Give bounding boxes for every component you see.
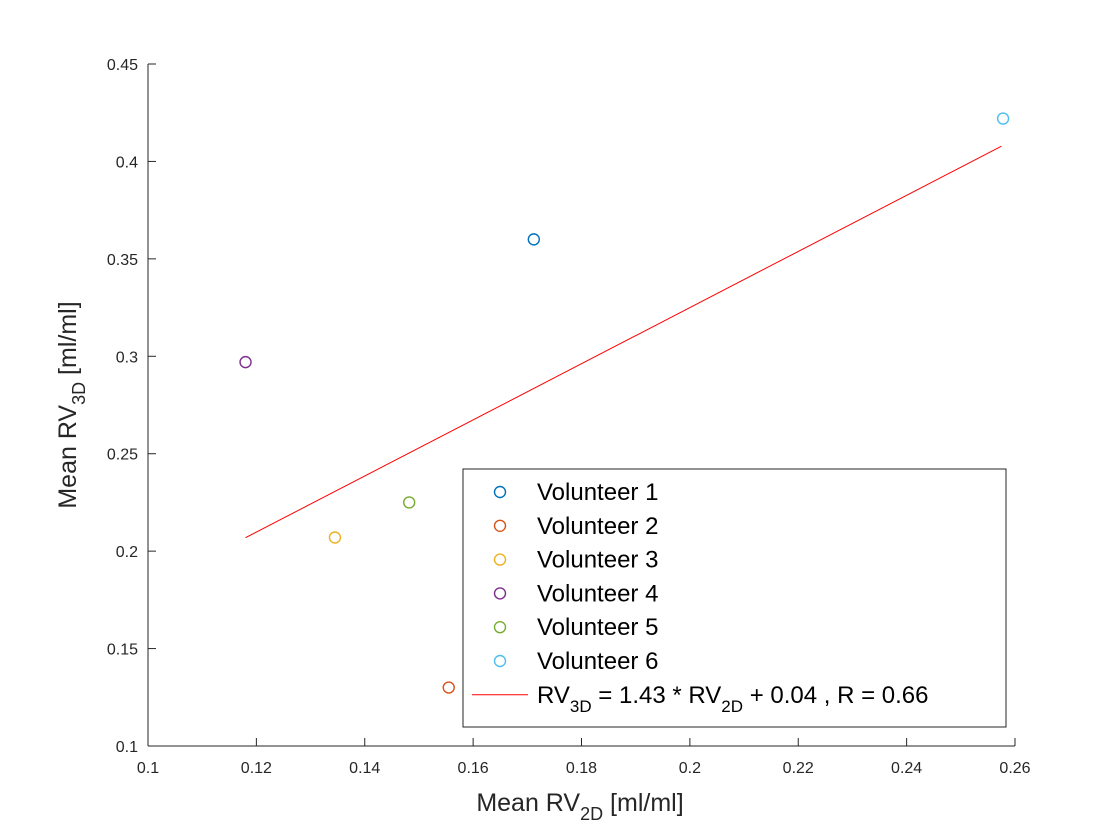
- legend-label: Volunteer 4: [537, 580, 658, 607]
- y-tick-label: 0.3: [116, 349, 138, 366]
- y-tick-label: 0.35: [107, 252, 138, 269]
- data-points: [239, 112, 1010, 694]
- x-tick-label: 0.22: [783, 760, 814, 777]
- y-tick-label: 0.25: [107, 447, 138, 464]
- x-ticks: 0.1 0.12 0.14 0.16 0.18 0.2 0.22 0.24 0.26: [137, 738, 1031, 777]
- legend-marker: [493, 485, 507, 499]
- legend-marker: [493, 519, 507, 532]
- legend-marker: [493, 654, 507, 668]
- y-axis-label: Mean RV3D [ml/ml]: [54, 301, 89, 508]
- x-tick-label: 0.1: [137, 760, 159, 777]
- data-point-volunteer-4: [239, 355, 252, 369]
- y-tick-label: 0.1: [116, 739, 138, 756]
- x-axis-label: Mean RV2D [ml/ml]: [476, 789, 683, 824]
- y-tick-label: 0.2: [116, 544, 138, 561]
- x-tick-label: 0.14: [349, 760, 380, 777]
- legend-label: Volunteer 3: [537, 547, 658, 574]
- data-point-volunteer-3: [328, 531, 342, 544]
- legend-marker: [493, 553, 507, 566]
- x-tick-label: 0.16: [458, 760, 489, 777]
- x-tick-label: 0.2: [679, 760, 701, 777]
- legend-label: Volunteer 2: [537, 513, 658, 540]
- legend-marker: [493, 621, 507, 634]
- x-tick-label: 0.18: [566, 760, 597, 777]
- fit-line: [245, 145, 1002, 539]
- x-tick-label: 0.12: [241, 760, 272, 777]
- data-point-volunteer-1: [527, 233, 541, 246]
- x-tick-label: 0.24: [891, 760, 922, 777]
- legend-label: Volunteer 5: [537, 614, 658, 641]
- fit-line-group: [245, 145, 1002, 539]
- legend-fit-label: RV3D = 1.43 * RV2D + 0.04 , R = 0.66: [537, 682, 929, 716]
- data-point-volunteer-6: [996, 112, 1010, 125]
- y-ticks: 0.1 0.15 0.2 0.25 0.3 0.35 0.4 0.45: [107, 57, 156, 756]
- legend-items: Volunteer 1 Volunteer 2 Volunteer 3 Volunte…: [472, 479, 929, 716]
- x-tick-label: 0.26: [999, 760, 1030, 777]
- data-point-volunteer-2: [442, 681, 455, 694]
- legend-label: Volunteer 6: [537, 648, 658, 675]
- legend-box: [462, 468, 1007, 728]
- legend-marker: [493, 587, 507, 600]
- y-tick-label: 0.45: [107, 57, 138, 74]
- y-tick-label: 0.4: [116, 154, 138, 171]
- legend: Volunteer 1 Volunteer 2 Volunteer 3 Volunte…: [462, 468, 1007, 728]
- y-tick-label: 0.15: [107, 642, 138, 659]
- data-point-volunteer-5: [402, 496, 416, 509]
- legend-label: Volunteer 1: [537, 479, 658, 506]
